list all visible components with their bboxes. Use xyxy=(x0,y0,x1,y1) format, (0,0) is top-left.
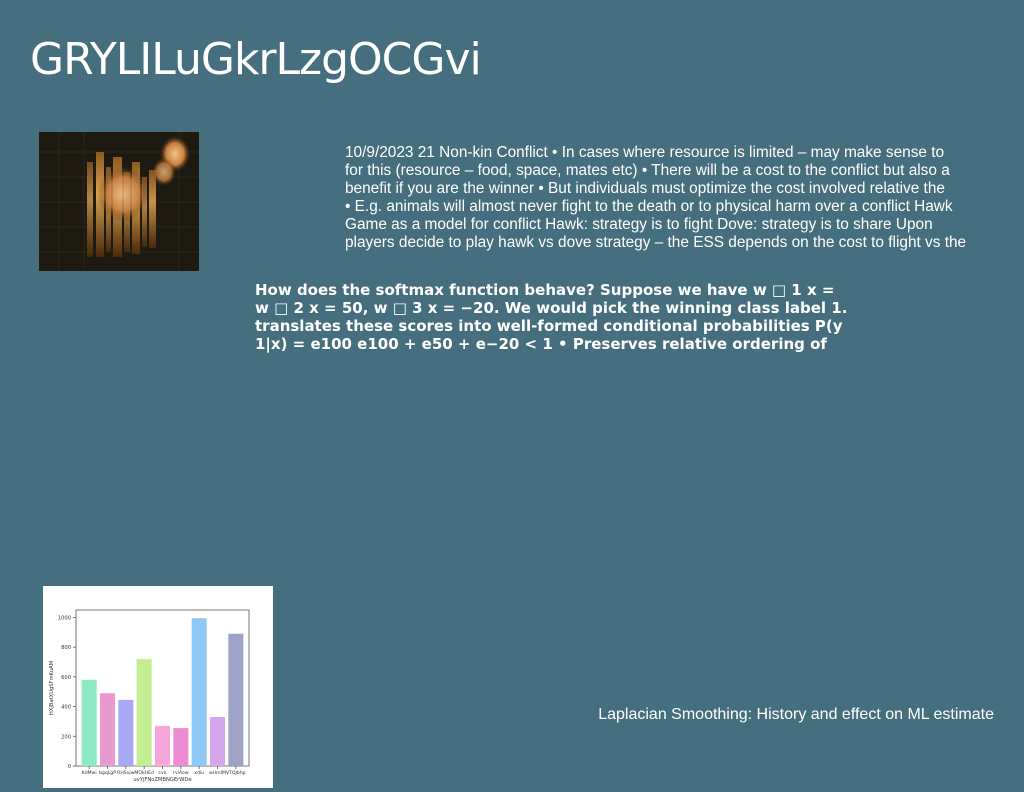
slide-paragraph-softmax: How does the softmax function behave? Su… xyxy=(255,281,848,353)
chart-bar xyxy=(228,633,244,766)
y-tick-label: 1000 xyxy=(58,615,71,621)
bar-chart: 0 200 400 600 800 1000 KdMwi bgqLgP RHSvjw MOkHEd… xyxy=(43,586,273,788)
abstract-photo-image xyxy=(39,132,199,271)
abstract-photo xyxy=(39,132,199,271)
x-tick-label: xdiu xyxy=(194,770,204,776)
chart-bar xyxy=(173,728,189,766)
chart-bar xyxy=(209,716,226,766)
chart-bar xyxy=(136,659,152,766)
x-tick-label: bgqLgP xyxy=(99,770,116,776)
y-tick-label: 200 xyxy=(61,734,71,740)
chart-bar xyxy=(154,725,171,766)
bar-chart-svg: 0 200 400 600 800 1000 KdMwi bgqLgP RHSvjw MOkHEd… xyxy=(49,609,250,783)
slide-title: GRYLILuGkrLzgOCGvi xyxy=(30,34,482,85)
y-axis-label: HXJBatXUgSFmKuAM xyxy=(49,661,55,715)
x-axis-label: uvYjFNoZMBNGErWDe xyxy=(133,777,191,783)
slide-paragraph-conflict: 10/9/2023 21 Non-kin Conflict • In cases… xyxy=(345,144,967,251)
y-tick-label: 800 xyxy=(61,645,71,651)
x-tick-label: RHSvjw xyxy=(117,770,135,776)
x-tick-label: wUmIM xyxy=(209,770,226,776)
chart-bar xyxy=(99,693,116,766)
y-tick-label: 600 xyxy=(61,675,71,681)
chart-bar xyxy=(118,699,134,766)
x-tick-label: KdMwi xyxy=(82,770,97,776)
chart-bar xyxy=(81,679,97,766)
x-tick-label: cvn xyxy=(158,771,166,776)
slide-caption: Laplacian Smoothing: History and effect … xyxy=(598,706,994,723)
chart-bar xyxy=(191,618,207,766)
x-tick-label: rviAow xyxy=(173,770,189,776)
x-tick-label: MOkHEd xyxy=(134,770,154,776)
y-tick-label: 0 xyxy=(68,764,71,770)
x-tick-label: VTQJbhp xyxy=(226,770,246,776)
y-tick-label: 400 xyxy=(61,705,71,711)
